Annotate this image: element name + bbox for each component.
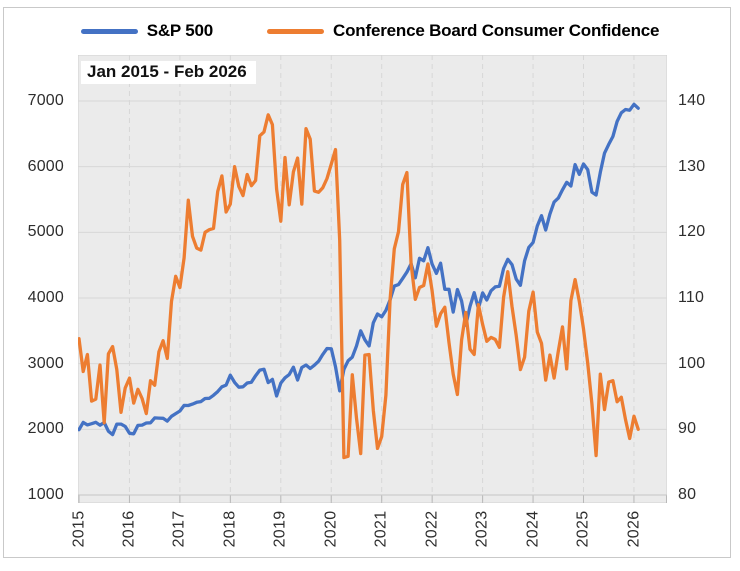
x-axis-tick-label: 2019: [271, 510, 289, 548]
plot-area: [78, 55, 667, 503]
x-axis-tick-label: 2023: [473, 510, 491, 548]
legend-label-sp500: S&P 500: [146, 21, 214, 40]
y-axis-right-tick-label: 90: [678, 420, 697, 438]
y-axis-right-tick-label: 100: [678, 354, 706, 372]
y-axis-right-tick-label: 80: [678, 486, 697, 503]
x-axis-tick-label: 2026: [624, 510, 642, 548]
y-axis-right-tick-label: 120: [678, 223, 706, 241]
confidence-line-swatch-icon: [267, 28, 325, 34]
y-axis-left-tick-label: 7000: [27, 92, 64, 109]
plot-svg: [78, 55, 667, 503]
y-axis-left-tick-label: 6000: [27, 157, 64, 175]
legend-item-confidence: Conference Board Consumer Confidence: [267, 21, 659, 41]
y-axis-left-tick-label: 1000: [27, 486, 64, 503]
x-axis-tick-label: 2020: [322, 510, 340, 548]
x-axis-tick-label: 2025: [574, 510, 592, 548]
legend-label-confidence: Conference Board Consumer Confidence: [333, 21, 660, 40]
confidence-line: [78, 113, 640, 460]
x-axis-tick-label: 2022: [423, 510, 441, 548]
legend: S&P 500 Conference Board Consumer Confid…: [0, 18, 740, 44]
x-axis-tick-label: 2017: [170, 510, 188, 548]
y-axis-left-tick-label: 2000: [27, 420, 64, 438]
x-axis-tick-label: 2021: [372, 510, 390, 548]
x-axis-tick-label: 2016: [120, 510, 138, 548]
sp500-line: [78, 102, 640, 437]
sp500-line-swatch-icon: [80, 28, 138, 34]
x-axis-tick-label: 2015: [69, 510, 87, 548]
y-axis-left-tick-label: 3000: [27, 354, 64, 372]
y-axis-right-tick-label: 110: [678, 289, 705, 306]
y-axis-right-tick-label: 130: [678, 157, 706, 175]
x-axis-tick-label: 2024: [524, 510, 542, 548]
plot-background: [78, 55, 667, 503]
y-axis-right-tick-label: 140: [678, 92, 706, 109]
y-axis-left-tick-label: 4000: [27, 289, 64, 306]
date-range-label: Jan 2015 - Feb 2026: [81, 61, 256, 84]
x-axis-tick-label: 2018: [221, 510, 239, 548]
legend-item-sp500: S&P 500: [80, 21, 214, 41]
y-axis-left-tick-label: 5000: [27, 223, 64, 241]
